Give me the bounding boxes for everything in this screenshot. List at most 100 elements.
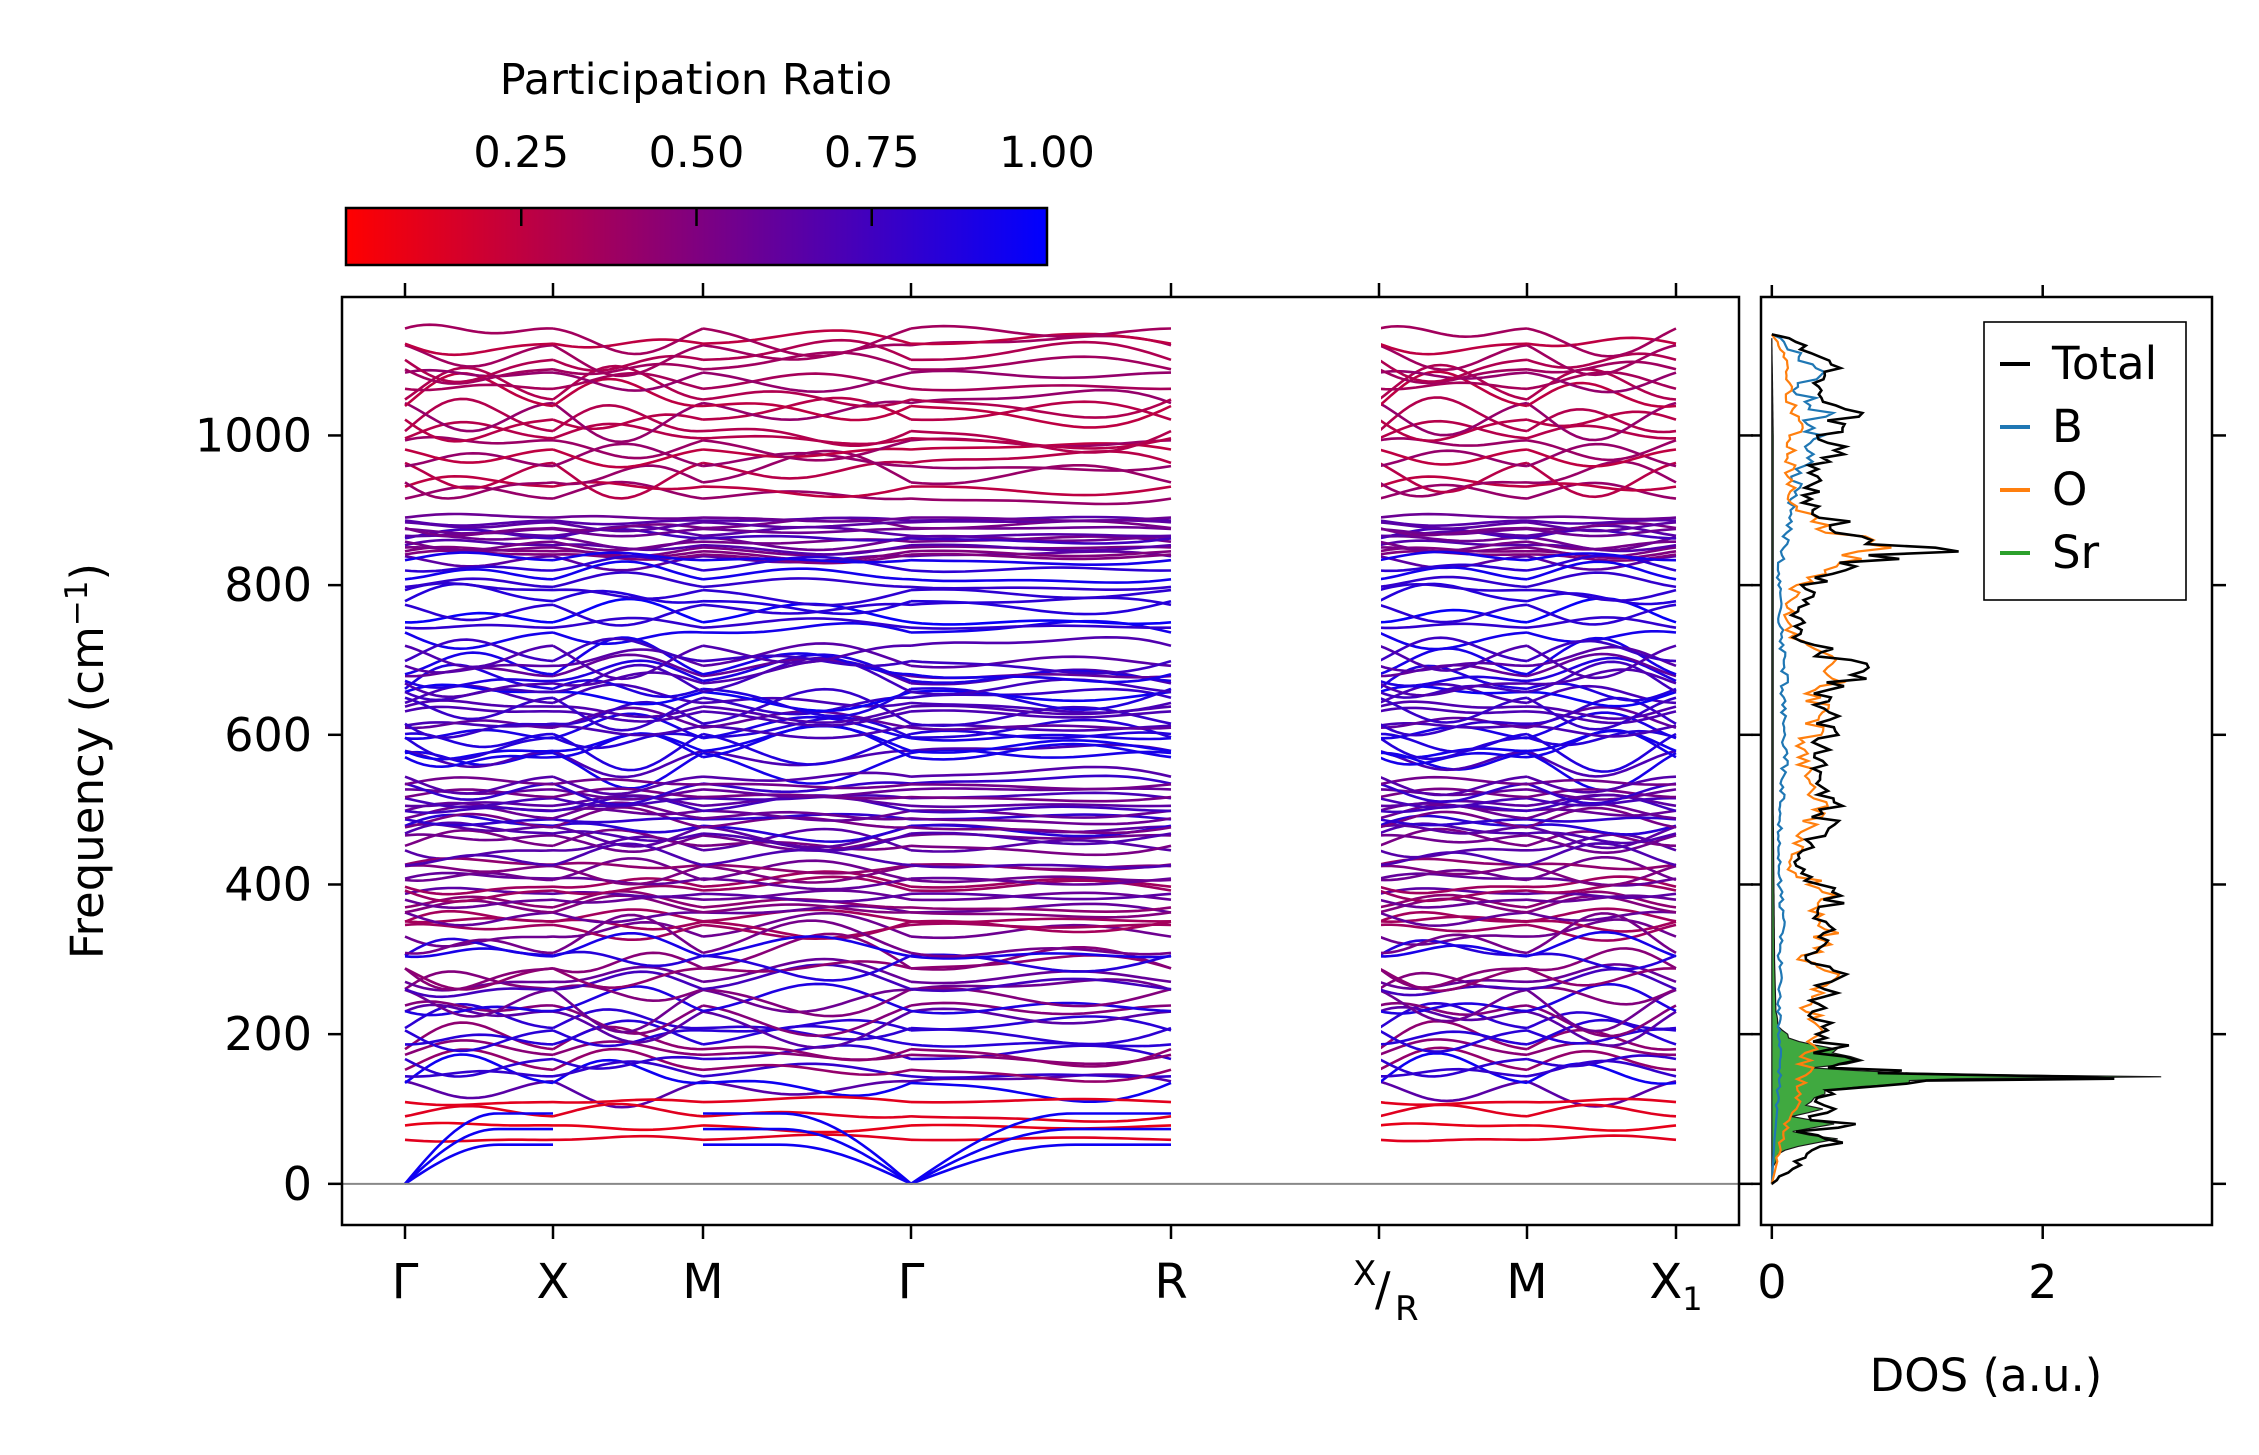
band-line bbox=[910, 566, 1172, 574]
band-line bbox=[1379, 1067, 1528, 1078]
band-line bbox=[404, 366, 554, 401]
band-line bbox=[1526, 381, 1677, 409]
band-line bbox=[910, 891, 1172, 902]
band-line bbox=[910, 809, 1172, 819]
band-line bbox=[1378, 636, 1528, 663]
band-line bbox=[1526, 401, 1677, 442]
band-line bbox=[552, 514, 704, 520]
band-line bbox=[702, 710, 912, 728]
band-line bbox=[404, 922, 553, 931]
band-line bbox=[552, 1055, 704, 1070]
band-line bbox=[552, 889, 704, 909]
dos-curve-sr bbox=[1771, 338, 2162, 1186]
band-line bbox=[1526, 882, 1677, 894]
band-line bbox=[1378, 979, 1528, 991]
band-line bbox=[910, 729, 1172, 740]
band-line bbox=[702, 751, 912, 785]
band-line bbox=[1378, 1005, 1528, 1022]
band-line bbox=[1526, 823, 1677, 836]
band-line bbox=[1378, 775, 1528, 797]
colorbar-tick-label: 0.50 bbox=[649, 128, 745, 178]
band-line bbox=[1378, 911, 1528, 928]
band-line bbox=[702, 715, 912, 740]
band-line bbox=[702, 654, 912, 668]
band-line bbox=[552, 1060, 704, 1078]
band-y-tick-label: 600 bbox=[224, 708, 312, 762]
band-line bbox=[910, 952, 1172, 960]
band-line bbox=[1378, 1030, 1528, 1046]
band-line bbox=[552, 700, 704, 726]
band-line bbox=[702, 1025, 912, 1041]
band-line bbox=[702, 1133, 912, 1142]
band-y-axis: 0 200 400 600 800 1000 bbox=[195, 408, 2226, 1211]
band-line bbox=[1378, 565, 1528, 581]
band-line bbox=[1526, 862, 1677, 871]
band-y-tick-label: 400 bbox=[224, 857, 312, 911]
band-line bbox=[910, 831, 1172, 846]
band-line bbox=[552, 448, 704, 469]
band-line bbox=[1378, 889, 1528, 903]
band-line bbox=[1526, 778, 1677, 787]
dos-legend: Total BO Sr bbox=[1983, 321, 2187, 601]
band-line bbox=[404, 1048, 554, 1072]
band-line bbox=[404, 917, 553, 924]
band-lines bbox=[342, 299, 1739, 1223]
band-line bbox=[1378, 608, 1528, 624]
band-line bbox=[552, 659, 704, 683]
band-line bbox=[404, 1039, 554, 1057]
band-line bbox=[404, 540, 554, 552]
band-line bbox=[910, 902, 1172, 914]
band-x-tick-slash: / bbox=[1375, 1262, 1391, 1316]
band-line bbox=[404, 853, 554, 867]
band-line bbox=[1378, 749, 1528, 772]
band-line bbox=[702, 957, 912, 984]
band-line bbox=[702, 963, 912, 991]
band-line bbox=[552, 422, 704, 440]
band-line bbox=[702, 621, 912, 635]
acoustic-branch bbox=[910, 1127, 1171, 1185]
band-line bbox=[702, 490, 912, 501]
band-line bbox=[552, 807, 704, 816]
band-line bbox=[702, 343, 912, 361]
band-line bbox=[1526, 1004, 1677, 1038]
band-line bbox=[1378, 1038, 1528, 1057]
band-line bbox=[1526, 732, 1677, 773]
band-line bbox=[702, 827, 912, 852]
band-line bbox=[1378, 720, 1527, 737]
band-line bbox=[1527, 588, 1677, 602]
band-line bbox=[1378, 381, 1528, 391]
band-line bbox=[552, 555, 704, 572]
band-line bbox=[404, 397, 554, 433]
band-line bbox=[552, 327, 704, 356]
band-line bbox=[1378, 563, 1528, 573]
band-line bbox=[910, 689, 1172, 703]
band-line bbox=[552, 362, 704, 376]
band-line bbox=[1378, 324, 1528, 339]
band-line bbox=[910, 1097, 1172, 1104]
band-line bbox=[404, 368, 554, 385]
band-line bbox=[1526, 552, 1677, 562]
band-line bbox=[404, 885, 554, 896]
band-line bbox=[552, 354, 704, 372]
band-line bbox=[1378, 575, 1528, 589]
band-line bbox=[910, 1073, 1172, 1080]
band-line bbox=[1526, 947, 1677, 972]
band-line bbox=[702, 809, 912, 822]
band-line bbox=[702, 390, 912, 408]
band-line bbox=[552, 967, 704, 990]
band-line bbox=[404, 722, 554, 739]
band-line bbox=[1378, 343, 1528, 372]
band-line bbox=[910, 803, 1172, 809]
band-plot-frame bbox=[340, 295, 1741, 1227]
band-line bbox=[702, 810, 912, 821]
band-line bbox=[552, 970, 704, 991]
band-line bbox=[1526, 808, 1677, 817]
dos-x-tick-label: 2 bbox=[2028, 1255, 2057, 1309]
band-line bbox=[702, 652, 912, 676]
band-x-tick-label: X bbox=[1353, 1254, 1376, 1294]
band-line bbox=[1378, 401, 1528, 437]
colorbar-tick-label: 1.00 bbox=[999, 128, 1095, 178]
band-line bbox=[404, 401, 554, 433]
band-line bbox=[552, 439, 704, 460]
